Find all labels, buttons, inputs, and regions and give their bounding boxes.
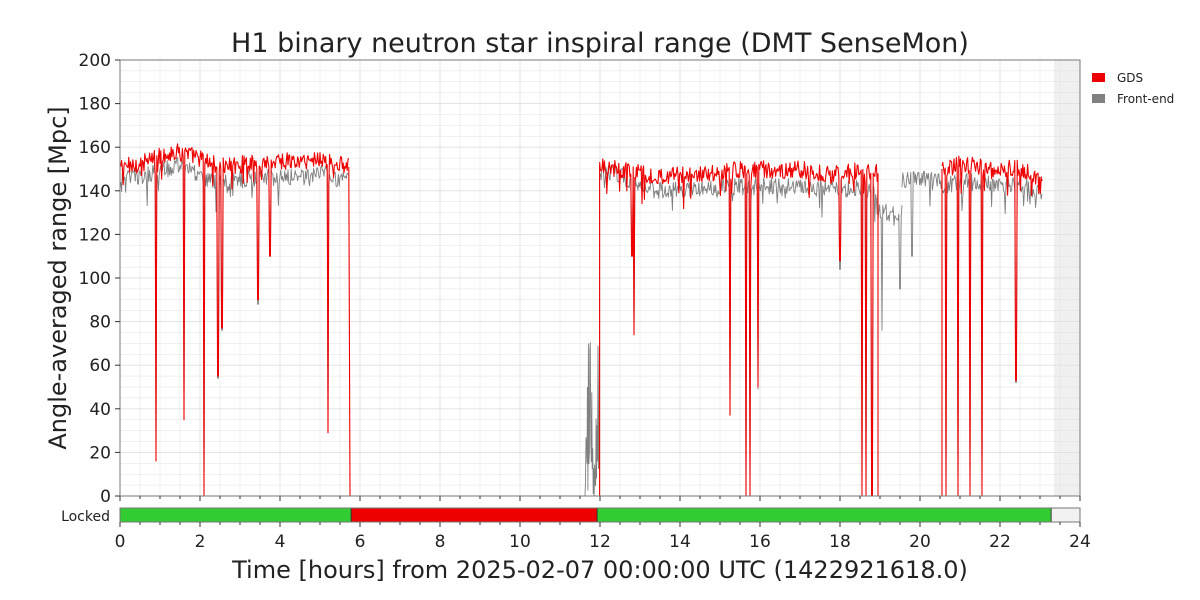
y-tick-label: 60 [89, 356, 111, 376]
x-tick-label: 24 [1069, 532, 1091, 552]
y-tick-label: 160 [79, 138, 111, 158]
x-tick-label: 10 [509, 532, 531, 552]
x-tick-label: 2 [195, 532, 206, 552]
x-tick-label: 16 [749, 532, 771, 552]
legend: GDS Front-end [1092, 71, 1174, 106]
y-tick-label: 200 [79, 51, 111, 71]
series-line-front-end [901, 170, 943, 257]
state-segment-future [1050, 507, 1081, 523]
legend-swatch-front-end [1092, 94, 1105, 103]
state-segment-locked [119, 507, 352, 523]
legend-label-front-end: Front-end [1117, 92, 1174, 106]
y-tick-label: 140 [79, 182, 111, 202]
series-line-gds [119, 143, 350, 497]
x-axis-label: Time [hours] from 2025-02-07 00:00:00 UT… [231, 556, 968, 584]
y-tick-label: 80 [89, 313, 111, 333]
x-tick-label: 18 [829, 532, 851, 552]
x-tick-label: 14 [669, 532, 691, 552]
series-line-front-end [599, 163, 879, 497]
y-tick-label: 120 [79, 225, 111, 245]
series-line-gds [599, 158, 879, 497]
series-connector-gds [348, 166, 351, 497]
series-line-front-end [119, 157, 350, 497]
series-line-front-end [877, 203, 903, 331]
x-tick-label: 8 [435, 532, 446, 552]
state-segment-locked [596, 507, 1052, 523]
y-tick-label: 0 [100, 487, 111, 507]
x-tick-label: 22 [989, 532, 1011, 552]
state-bar-label: Locked [61, 509, 110, 525]
legend-label-gds: GDS [1117, 71, 1143, 85]
y-axis-label: Angle-averaged range [Mpc] [44, 106, 72, 449]
chart-title: H1 binary neutron star inspiral range (D… [231, 28, 969, 59]
x-tick-label: 12 [589, 532, 611, 552]
y-tick-label: 20 [89, 443, 111, 463]
y-tick-label: 40 [89, 400, 111, 420]
legend-swatch-gds [1092, 73, 1105, 82]
x-tick-label: 6 [355, 532, 366, 552]
x-tick-label: 4 [275, 532, 286, 552]
x-tick-label: 20 [909, 532, 931, 552]
state-segment-unlocked [350, 507, 598, 523]
series-line-gds [941, 155, 1043, 497]
y-tick-label: 100 [79, 269, 111, 289]
x-tick-label: 0 [115, 532, 126, 552]
y-tick-label: 180 [79, 95, 111, 115]
